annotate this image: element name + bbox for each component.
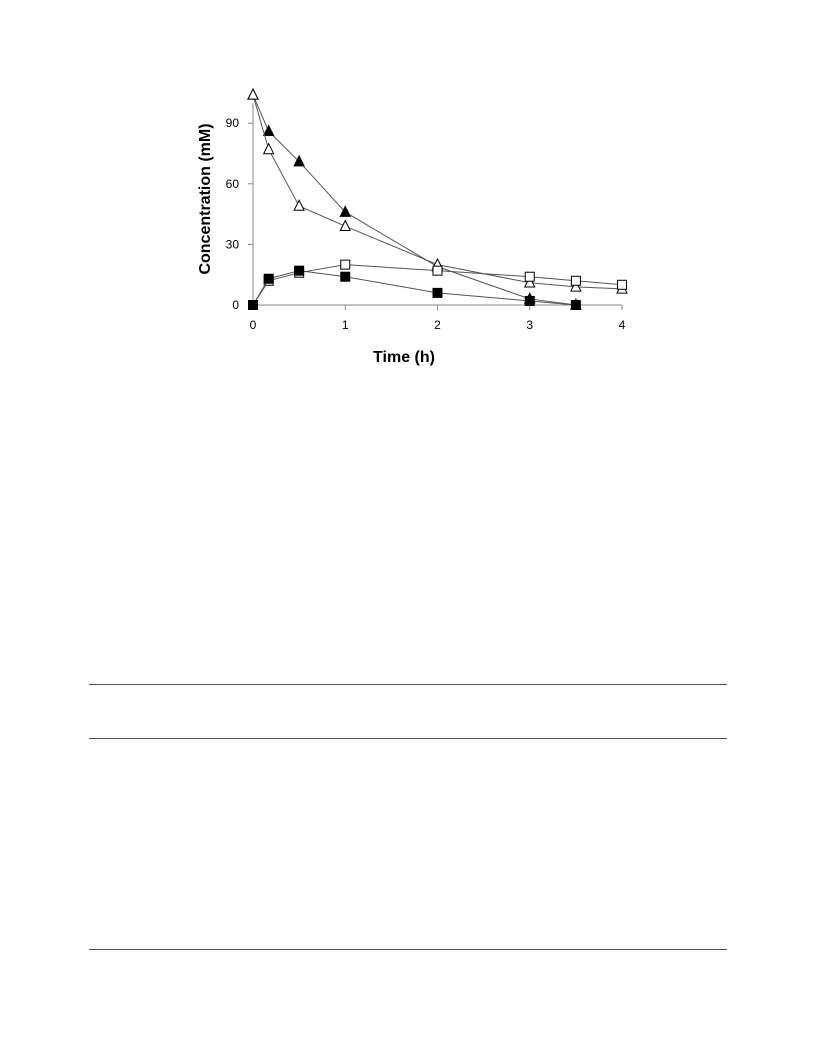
data-point — [340, 271, 351, 282]
series-open-triangle — [247, 88, 628, 294]
data-point — [248, 300, 258, 310]
concentration-time-chart: 0 30 60 90 0 1 2 3 4 Concentration (mM) Time (h) — [0, 0, 816, 400]
y-tick-label: 90 — [226, 116, 240, 130]
axes: 0 30 60 90 0 1 2 3 4 — [226, 103, 626, 332]
data-point — [263, 273, 274, 284]
y-tick-label: 0 — [232, 298, 239, 312]
x-tick-label: 3 — [526, 318, 533, 332]
data-point — [432, 265, 443, 276]
table-top-rule — [89, 684, 727, 685]
data-point — [340, 259, 351, 270]
data-point — [570, 275, 581, 286]
data-point — [293, 154, 305, 167]
data-point — [570, 300, 581, 310]
series-line — [252, 94, 623, 290]
data-point — [339, 219, 352, 231]
series-line — [252, 264, 623, 306]
x-tick-label: 4 — [619, 318, 626, 332]
data-point — [293, 199, 305, 211]
y-tick-label: 30 — [226, 237, 240, 251]
x-axis-title: Time (h) — [373, 349, 435, 366]
data-point — [432, 287, 443, 298]
x-tick-label: 2 — [434, 318, 441, 332]
data-point — [294, 265, 305, 276]
data-point — [523, 275, 536, 288]
data-point — [262, 124, 275, 137]
y-tick-label: 60 — [226, 177, 240, 191]
data-point — [524, 295, 535, 306]
series-open-square — [248, 259, 627, 310]
series-filled-square — [248, 265, 581, 310]
table-bottom-rule — [89, 949, 727, 950]
chart-svg: 0 30 60 90 0 1 2 3 4 Concentration (mM) Time (h) — [197, 88, 628, 366]
data-point — [247, 88, 259, 100]
table-header-rule — [89, 738, 727, 739]
x-tick-label: 1 — [342, 318, 349, 332]
data-point — [339, 205, 352, 217]
data-point — [570, 279, 582, 292]
y-axis-title: Concentration (mM) — [197, 123, 214, 274]
data-point — [524, 271, 535, 282]
x-tick-label: 0 — [250, 318, 257, 332]
data-point — [262, 142, 275, 155]
data-point — [617, 279, 627, 290]
series-layer — [247, 88, 628, 310]
